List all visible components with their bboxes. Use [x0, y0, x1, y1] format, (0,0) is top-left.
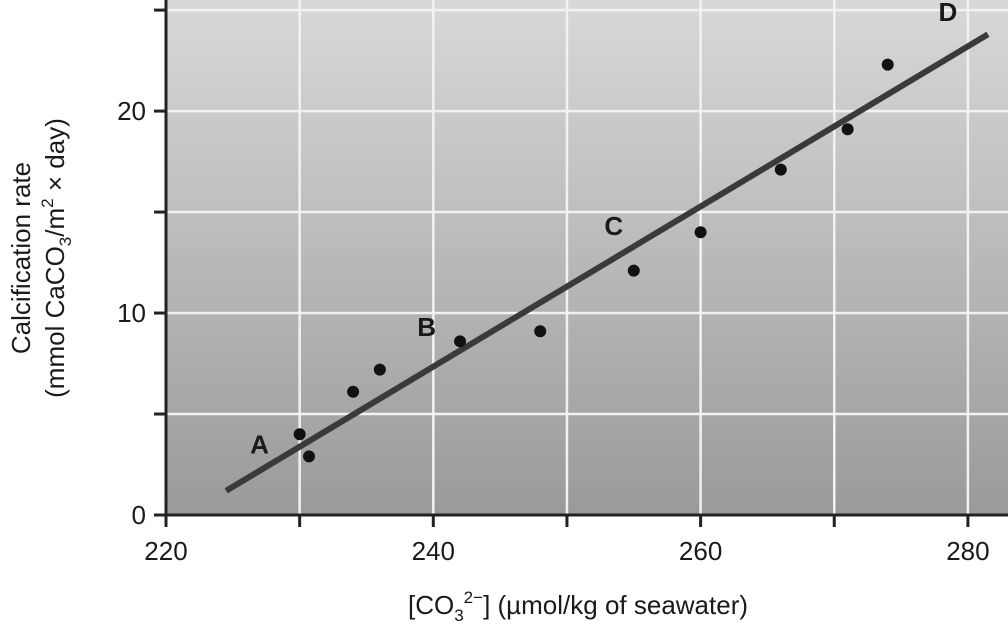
y-tick-label: 10	[117, 298, 146, 328]
data-point	[303, 450, 316, 463]
data-point	[293, 428, 306, 441]
point-label: D	[938, 0, 957, 27]
y-tick-label: 20	[117, 96, 146, 126]
x-axis-title: [CO32−] (µmol/kg of seawater)	[408, 588, 748, 625]
data-point	[454, 335, 467, 348]
point-label: A	[250, 429, 269, 459]
y-axis-title-line1: Calcification rate	[6, 162, 36, 354]
data-point	[774, 163, 787, 176]
trendline-layer	[224, 31, 990, 494]
trendline	[224, 31, 990, 494]
data-point	[881, 58, 894, 71]
x-tick-label: 280	[946, 536, 989, 566]
point-labels: A B C D	[250, 0, 957, 459]
y-tick-label: 0	[132, 500, 146, 530]
data-point	[534, 325, 547, 338]
point-label: C	[604, 211, 623, 241]
point-label: B	[417, 312, 436, 342]
axes	[154, 0, 1008, 527]
x-tick-label: 220	[144, 536, 187, 566]
tick-labels: 220 240 260 280 0 10 20	[117, 96, 990, 566]
plot-area	[166, 0, 1008, 515]
data-point	[373, 363, 386, 376]
x-tick-label: 260	[679, 536, 722, 566]
y-axis-title-line2: (mmol CaCO3/m2 × day)	[38, 118, 75, 398]
data-point	[347, 385, 360, 398]
grid	[166, 0, 1008, 515]
data-point	[841, 123, 854, 136]
data-point	[694, 226, 707, 239]
data-point	[627, 264, 640, 277]
data-points	[293, 58, 894, 463]
x-tick-label: 240	[412, 536, 455, 566]
y-axis-title: Calcification rate (mmol CaCO3/m2 × day)	[6, 118, 75, 398]
